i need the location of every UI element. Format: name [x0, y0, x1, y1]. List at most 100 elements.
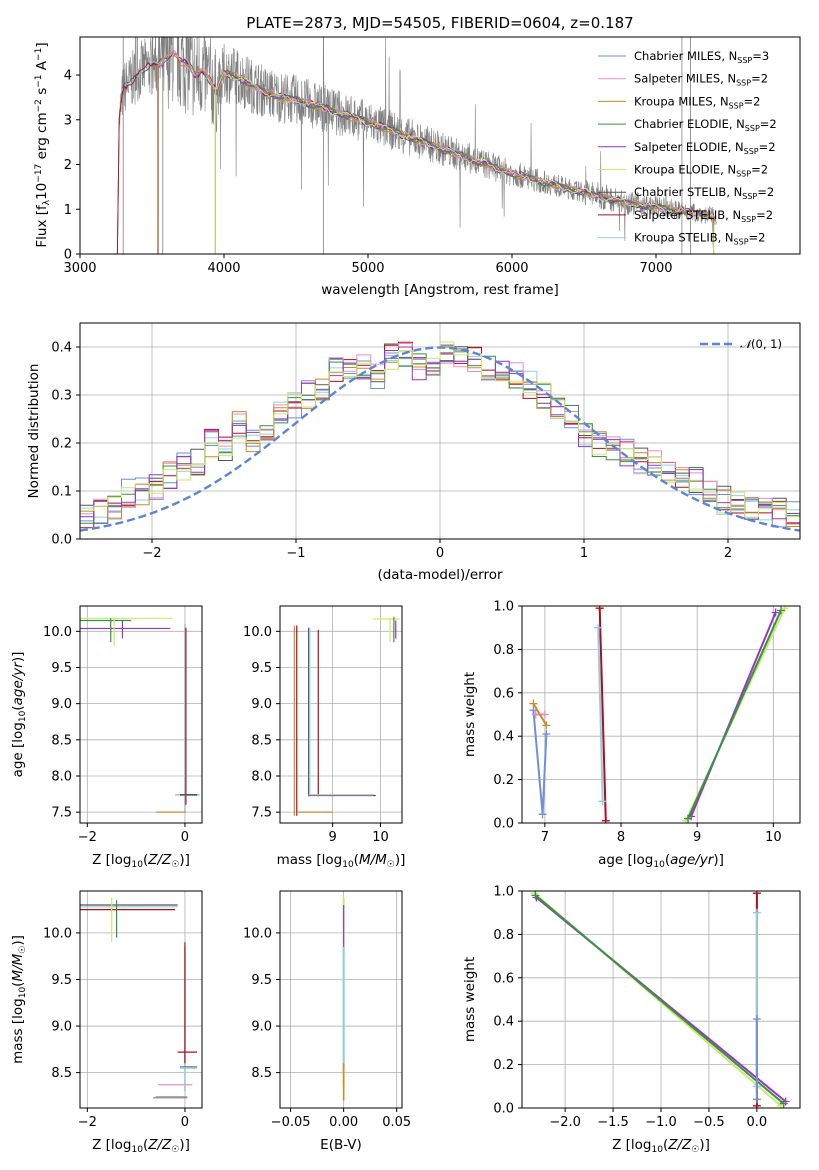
model-chabrier_stelib [116, 55, 715, 254]
x-tick-label: −1 [286, 546, 305, 561]
series-kroupa_miles [532, 703, 548, 726]
data-point [594, 623, 603, 632]
legend-entry: 𝒩(0, 1) [740, 337, 782, 351]
series-kroupa_stelib [597, 627, 604, 802]
normal-distribution-curve [80, 346, 800, 532]
y-tick-label: 10.0 [43, 926, 72, 941]
series-chabrier_elodie [687, 609, 782, 820]
y-tick-label: 0.0 [51, 533, 72, 548]
mass-age-plot [280, 606, 402, 823]
y-tick-label: 9.0 [51, 697, 72, 712]
x-axis-label: (data-model)/error [377, 567, 503, 583]
y-tick-label: 8.5 [51, 733, 72, 748]
spectrum-frame [79, 36, 801, 255]
model-chabrier_elodie [214, 69, 715, 254]
x-tick-label: 9 [328, 830, 336, 845]
x-axis-label: age [log10(age/yr)] [598, 852, 724, 870]
data-point [752, 908, 761, 917]
y-tick-label: 8.5 [251, 733, 272, 748]
x-tick-label: 7000 [639, 261, 672, 276]
y-axis-label: mass [log10(M/M☉)] [10, 935, 28, 1064]
z-age-plot [80, 606, 202, 823]
data-point [752, 1015, 761, 1024]
y-tick-label: 0.2 [493, 773, 514, 788]
x-tick-label: −0.05 [271, 1115, 311, 1130]
x-tick-label: 0.00 [329, 1115, 358, 1130]
data-point [531, 891, 540, 900]
y-tick-label: 0.8 [493, 928, 514, 943]
y-tick-label: 2 [64, 158, 72, 173]
series-salpeter_elodie [690, 612, 777, 817]
y-tick-label: 0.6 [493, 971, 514, 986]
x-tick-label: −1.5 [597, 1115, 629, 1130]
z-age-frame [79, 605, 203, 824]
data-point [601, 816, 610, 823]
x-axis-label: Z [log10(Z/Z☉)] [612, 1137, 710, 1155]
legend-entry: Kroupa MILES, NSSP=2 [634, 94, 760, 110]
x-tick-label: 4000 [207, 261, 240, 276]
ebv-mass-plot [280, 891, 402, 1108]
y-tick-label: 0.0 [493, 817, 514, 832]
y-tick-label: 3 [64, 113, 72, 128]
series-salpeter_stelib [598, 608, 607, 821]
y-tick-label: 7.5 [251, 806, 272, 821]
y-axis-label: Flux [fλ10−17 erg cm−2 s−1 A−1] [34, 42, 52, 247]
x-tick-label: 1 [580, 546, 588, 561]
y-tick-label: 0.1 [51, 485, 72, 500]
y-tick-label: 9.0 [251, 697, 272, 712]
x-tick-label: 5000 [351, 261, 384, 276]
data-point [538, 810, 547, 819]
x-tick-label: 6000 [495, 261, 528, 276]
x-tick-label: −2 [78, 1115, 97, 1130]
x-tick-label: 10 [372, 830, 389, 845]
x-tick-label: 9 [693, 830, 701, 845]
series-chabrier_elodie [534, 894, 785, 1105]
data-point [752, 891, 761, 898]
y-tick-label: 8.0 [251, 769, 272, 784]
y-tick-label: 8.5 [251, 1066, 272, 1081]
y-tick-label: 9.5 [51, 973, 72, 988]
y-tick-label: 0 [64, 248, 72, 263]
data-point [542, 730, 551, 739]
y-tick-label: 0.0 [493, 1102, 514, 1117]
data-point [595, 606, 604, 613]
x-tick-label: −2 [78, 830, 97, 845]
y-tick-label: 0.8 [493, 643, 514, 658]
legend-entry: Salpeter STELIB, NSSP=2 [634, 208, 773, 224]
y-tick-label: 9.0 [251, 1020, 272, 1035]
y-tick-label: 1.0 [493, 600, 514, 615]
y-tick-label: 0.2 [493, 1058, 514, 1073]
residual-plot [80, 323, 800, 539]
data-point [776, 606, 785, 615]
y-tick-label: 7.5 [51, 806, 72, 821]
legend-entry: Salpeter MILES, NSSP=2 [634, 72, 768, 88]
y-tick-label: 9.5 [251, 973, 272, 988]
y-tick-label: 1 [64, 203, 72, 218]
x-tick-label: 0.0 [747, 1115, 768, 1130]
x-axis-label: Z [log10(Z/Z☉)] [92, 1137, 190, 1155]
data-point [540, 710, 549, 719]
x-tick-label: −1.0 [645, 1115, 677, 1130]
legend-entry: Kroupa STELIB, NSSP=2 [634, 231, 765, 247]
x-tick-label: 0 [436, 546, 444, 561]
spectrum-plot [116, 37, 717, 254]
ebv-mass-frame [279, 890, 403, 1109]
y-tick-label: 9.0 [51, 1020, 72, 1035]
y-axis-label: Normed distribution [26, 364, 42, 499]
x-axis-label: wavelength [Angstrom, rest frame] [321, 282, 559, 298]
y-tick-label: 0.4 [493, 730, 514, 745]
x-tick-label: 3000 [63, 261, 96, 276]
x-axis-label: mass [log10(M/M☉)] [277, 852, 406, 870]
y-tick-label: 10.0 [243, 625, 272, 640]
x-tick-label: −2.0 [549, 1115, 581, 1130]
y-tick-label: 0.4 [51, 341, 72, 356]
y-tick-label: 0.3 [51, 389, 72, 404]
data-point [542, 721, 551, 730]
age-weight-frame [521, 605, 801, 824]
x-tick-label: 10 [765, 830, 782, 845]
model-kroupa_stelib [116, 54, 715, 254]
y-tick-label: 0.6 [493, 686, 514, 701]
z-mass-frame [79, 890, 203, 1109]
y-tick-label: 8.0 [51, 769, 72, 784]
